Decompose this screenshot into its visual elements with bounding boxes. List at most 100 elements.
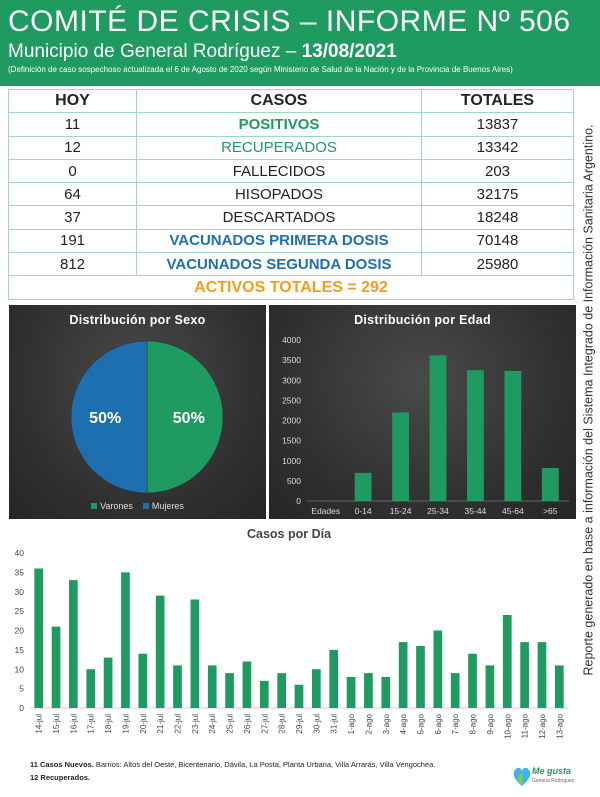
cases-row: 191 VACUNADOS PRIMERA DOSIS 70148 [8,228,574,254]
age-ytick: 2500 [282,395,301,405]
age-category-label: 25-34 [427,506,449,516]
age-category-label: 35-44 [465,506,487,516]
daily-bar-10-ago [502,615,512,708]
sex-distribution-panel: 50% 50% Distribución por Sexo Varones Muj… [9,305,266,519]
daily-date-label: 1-ago [347,713,356,734]
daily-bar-16-jul [69,580,78,708]
row-totales: 13837 [421,112,574,137]
heart-logo-icon [513,767,531,786]
daily-date-label: 2-ago [364,713,373,734]
report-title: COMITÉ DE CRISIS – INFORME Nº 506 [8,5,571,38]
daily-date-label: 19-jul [121,714,130,734]
cases-row: 37 DESCARTADOS 18248 [8,205,574,230]
age-bar-chart: 0 500 1000 1500 2000 2500 3000 3500 4000 Edades 0-… [282,335,569,516]
definition-note: (Definición de caso sospechoso actualiza… [8,65,513,74]
daily-date-label: 28-jul [278,714,287,734]
age-bar-35-44 [467,370,484,501]
age-ytick: 2000 [282,416,301,426]
daily-date-label: 20-jul [139,714,148,734]
daily-ytick: 40 [15,548,25,558]
cases-row: 812 VACUNADOS SEGUNDA DOSIS 25980 [8,252,574,277]
daily-bar-25-jul [225,673,234,708]
row-totales: 25980 [421,252,574,277]
daily-bar-20-jul [138,653,148,708]
daily-bar-13-ago [554,665,564,708]
cases-table: HOY CASOS TOTALES 11 POSITIVOS 13837 12 RECU… [8,88,574,300]
row-casos: POSITIVOS [136,112,422,137]
row-totales: 32175 [421,182,574,207]
daily-bar-12-ago [537,642,547,708]
daily-date-label: 16-jul [69,714,78,734]
daily-bar-11-ago [520,642,529,708]
daily-bar-26-jul [242,661,252,708]
row-totales: 203 [421,158,574,184]
age-bar-15-24 [392,412,409,501]
cases-row: 11 POSITIVOS 13837 [8,112,574,137]
daily-date-label: 22-jul [174,714,183,734]
footer-notes: 11 Casos Nuevos. Barrios: Altos del Oest… [30,758,435,784]
daily-date-label: 27-jul [260,714,269,734]
daily-date-label: 4-ago [399,713,408,734]
age-distribution-panel: 0 500 1000 1500 2000 2500 3000 3500 4000 Edades 0-… [269,305,576,519]
daily-date-label: 18-jul [104,714,113,734]
row-totales: 18248 [421,205,574,230]
header-hoy: HOY [8,88,137,114]
daily-date-label: 15-jul [52,714,61,734]
sex-chart-title: Distribución por Sexo [69,313,206,327]
activos-total: ACTIVOS TOTALES = 292 [8,275,574,300]
age-ytick: 1500 [282,436,301,446]
age-xlabel: Edades [311,506,340,516]
daily-date-label: 21-jul [156,714,165,734]
daily-bar-3-ago [381,677,391,708]
row-casos: FALLECIDOS [136,158,422,184]
daily-bar-17-jul [86,669,96,708]
daily-ytick: 0 [19,703,24,713]
age-category-label: >65 [543,506,558,516]
new-cases-barrios: Barrios: Altos del Oeste, Bicentenario, … [93,760,436,769]
daily-date-label: 14-jul [35,714,44,734]
legend-label-mujeres: Mujeres [151,501,184,511]
age-ytick: 3000 [282,375,301,385]
age-bar-0-14 [354,472,372,501]
age-ytick: 4000 [282,335,301,345]
row-casos: VACUNADOS PRIMERA DOSIS [136,228,422,254]
daily-date-label: 12-ago [538,713,547,738]
age-ytick: 1000 [282,456,301,466]
daily-bar-15-jul [51,626,61,708]
daily-date-label: 11-ago [521,713,530,738]
activos-row: ACTIVOS TOTALES = 292 [8,275,574,300]
daily-date-label: 5-ago [416,713,425,734]
daily-bar-8-ago [468,653,477,708]
daily-date-label: 17-jul [87,714,96,734]
report-header: COMITÉ DE CRISIS – INFORME Nº 506 Munici… [0,0,600,86]
age-bar->65 [541,467,559,501]
source-note-text: Reporte generado en base a información d… [582,124,597,676]
daily-bar-5-ago [416,646,425,708]
daily-date-label: 7-ago [451,713,460,734]
cases-table-header: HOY CASOS TOTALES [8,88,574,114]
daily-date-label: 13-ago [555,713,564,738]
row-hoy: 12 [8,135,137,160]
report-subtitle: Municipio de General Rodríguez – 13/08/2… [8,40,592,64]
daily-bar-2-ago [364,673,373,708]
pie-label-mujeres: 50% [89,410,121,427]
age-ytick: 500 [287,476,301,486]
daily-ytick: 10 [15,664,25,674]
age-ytick: 0 [296,496,301,506]
municipality-logo: Me gusta General Rodríguez [512,764,576,792]
cases-row: 12 RECUPERADOS 13342 [8,135,574,160]
daily-bar-19-jul [121,572,130,708]
daily-bar-1-ago [346,677,356,708]
daily-bar-14-jul [34,568,44,708]
row-hoy: 191 [8,228,137,254]
row-totales: 70148 [421,228,574,254]
daily-date-label: 24-jul [208,714,217,734]
municipality-name: Municipio de General Rodríguez – [8,41,302,62]
pie-slice-varones [146,340,224,494]
daily-bar-29-jul [294,684,304,708]
daily-bar-24-jul [207,665,217,708]
row-totales: 13342 [421,135,574,160]
daily-ytick: 5 [19,684,24,694]
footer-new-cases: 11 Casos Nuevos. Barrios: Altos del Oest… [30,758,435,771]
daily-ytick: 30 [15,587,25,597]
